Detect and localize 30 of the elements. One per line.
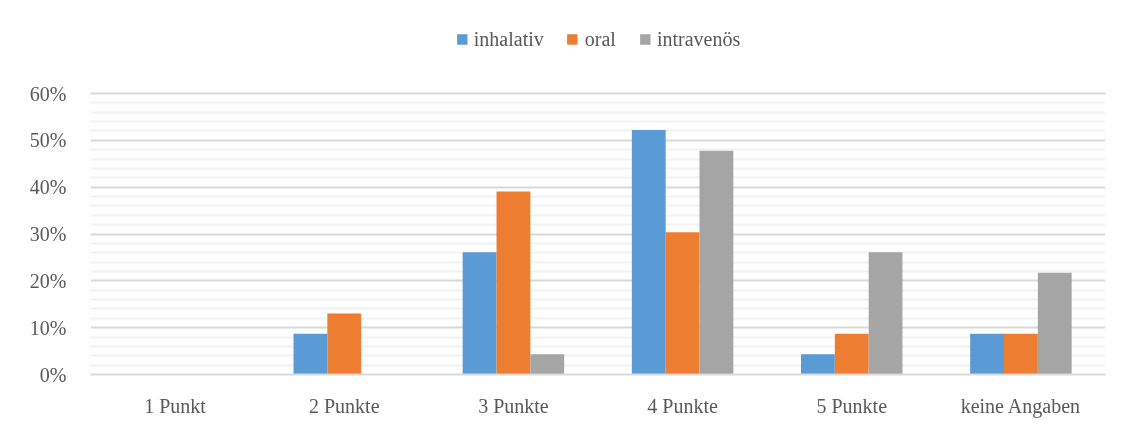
- bar: [665, 232, 700, 375]
- bar: [327, 313, 362, 375]
- bar: [834, 333, 869, 375]
- y-tick-label: 50%: [29, 129, 67, 152]
- bar: [868, 252, 903, 375]
- y-tick-label: 20%: [29, 269, 67, 292]
- y-tick-label: 40%: [29, 176, 67, 199]
- bar: [496, 191, 531, 375]
- bar: [801, 354, 835, 375]
- bar: [1004, 333, 1038, 375]
- bar: [699, 150, 734, 375]
- y-tick-label: 0%: [39, 363, 67, 386]
- y-tick-label: 60%: [29, 82, 67, 105]
- x-tick-label: keine Angaben: [960, 394, 1081, 418]
- bar: [1037, 272, 1072, 375]
- x-tick-label: 3 Punkte: [478, 394, 549, 417]
- bar: [631, 130, 666, 375]
- x-tick-label: 1 Punkt: [144, 394, 207, 417]
- legend-label: oral: [584, 27, 616, 51]
- bar: [530, 354, 565, 375]
- y-tick-label: 10%: [29, 316, 67, 339]
- y-tick-label: 30%: [29, 223, 67, 245]
- bar: [970, 333, 1004, 375]
- bar: [293, 333, 328, 375]
- legend-label: intravenös: [656, 27, 741, 51]
- x-tick-label: 2 Punkte: [308, 394, 380, 417]
- bar: [462, 252, 497, 375]
- x-tick-label: 5 Punkte: [816, 394, 888, 417]
- x-tick-label: 4 Punkte: [647, 394, 718, 417]
- legend-label: inhalativ: [473, 27, 544, 51]
